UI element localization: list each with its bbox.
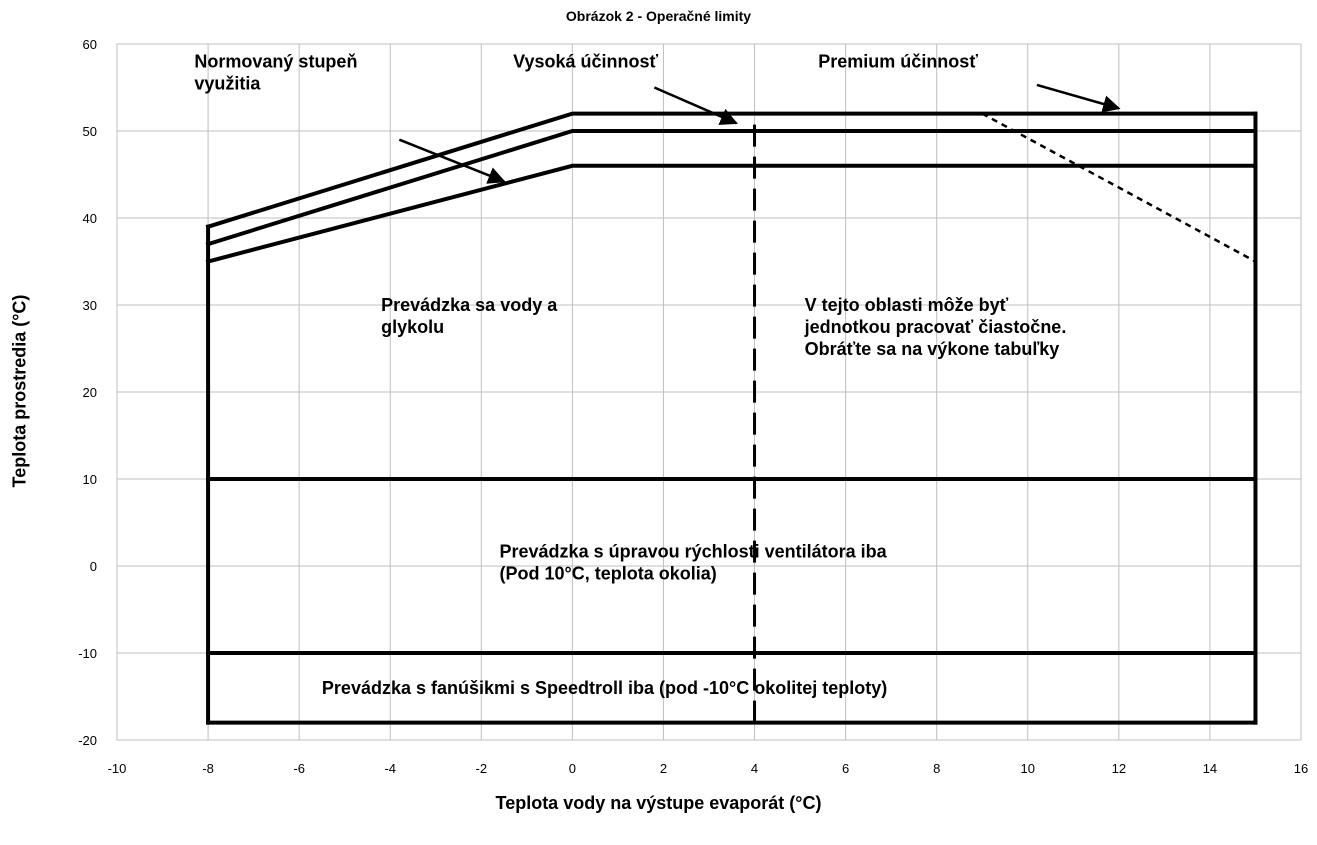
series-line-2 bbox=[205, 111, 1258, 230]
x-tick-label: 0 bbox=[569, 761, 576, 776]
y-axis-label: Teplota prostredia (°C) bbox=[9, 294, 30, 488]
x-tick-label: 8 bbox=[933, 761, 940, 776]
y-tick-label: 20 bbox=[83, 385, 97, 400]
y-tick-label: -10 bbox=[78, 646, 97, 661]
x-tick-label: 2 bbox=[660, 761, 667, 776]
annotation-line: Premium účinnosť bbox=[818, 51, 978, 71]
x-tick-label: -8 bbox=[202, 761, 214, 776]
annotation-line: jednotkou pracovať čiastočne. bbox=[804, 317, 1067, 337]
annotation-line: Vysoká účinnosť bbox=[513, 51, 658, 71]
annotation-6: Prevádzka s fanúšikmi s Speedtroll iba (… bbox=[322, 678, 887, 698]
x-tick-label: -2 bbox=[476, 761, 488, 776]
annotation-arrow-1 bbox=[653, 86, 738, 125]
annotation-line: Normovaný stupeň bbox=[194, 51, 357, 71]
chart-title: Obrázok 2 - Operačné limity bbox=[565, 8, 752, 24]
y-tick-label: 30 bbox=[83, 298, 97, 313]
x-tick-label: 4 bbox=[751, 761, 758, 776]
y-tick-label: -20 bbox=[78, 733, 97, 748]
annotation-1: Vysoká účinnosť bbox=[513, 51, 658, 71]
y-tick-label: 50 bbox=[83, 124, 97, 139]
y-tick-label: 10 bbox=[83, 472, 97, 487]
x-tick-label: -4 bbox=[384, 761, 396, 776]
series-line-3 bbox=[981, 112, 1257, 263]
annotation-4: V tejto oblasti môže byť jednotkou pracov… bbox=[804, 295, 1067, 359]
x-tick-label: -6 bbox=[293, 761, 305, 776]
x-tick-label: 6 bbox=[842, 761, 849, 776]
annotation-line: Prevádzka s úpravou rýchlosti ventilátor… bbox=[500, 541, 888, 561]
series-line-1 bbox=[205, 129, 1258, 247]
annotation-arrow-2 bbox=[1036, 83, 1121, 113]
annotation-line: využitia bbox=[194, 73, 261, 93]
x-tick-label: 10 bbox=[1021, 761, 1035, 776]
y-tick-label: 60 bbox=[83, 37, 97, 52]
annotation-3: Prevádzka sa vody a glykolu bbox=[381, 295, 558, 337]
annotation-line: Prevádzka sa vody a bbox=[381, 295, 558, 315]
series-line-0 bbox=[205, 163, 1258, 264]
annotation-line: glykolu bbox=[381, 317, 444, 337]
annotation-line: Prevádzka s fanúšikmi s Speedtroll iba (… bbox=[322, 678, 887, 698]
x-tick-label: 12 bbox=[1112, 761, 1126, 776]
y-tick-label: 0 bbox=[90, 559, 97, 574]
x-tick-label: 16 bbox=[1294, 761, 1308, 776]
annotation-5: Prevádzka s úpravou rýchlosti ventilátor… bbox=[500, 541, 888, 583]
annotation-line: Obráťte sa na výkone tabuľky bbox=[805, 339, 1060, 359]
x-tick-label: 14 bbox=[1203, 761, 1217, 776]
annotation-line: (Pod 10°C, teplota okolia) bbox=[500, 563, 717, 583]
annotation-arrow-0 bbox=[398, 138, 506, 184]
annotation-2: Premium účinnosť bbox=[818, 51, 978, 71]
x-tick-label: -10 bbox=[108, 761, 127, 776]
x-axis-label: Teplota vody na výstupe evaporát (°C) bbox=[495, 793, 822, 813]
annotation-line: V tejto oblasti môže byť bbox=[805, 295, 1009, 315]
y-tick-label: 40 bbox=[83, 211, 97, 226]
annotation-0: Normovaný stupeň využitia bbox=[194, 51, 357, 93]
